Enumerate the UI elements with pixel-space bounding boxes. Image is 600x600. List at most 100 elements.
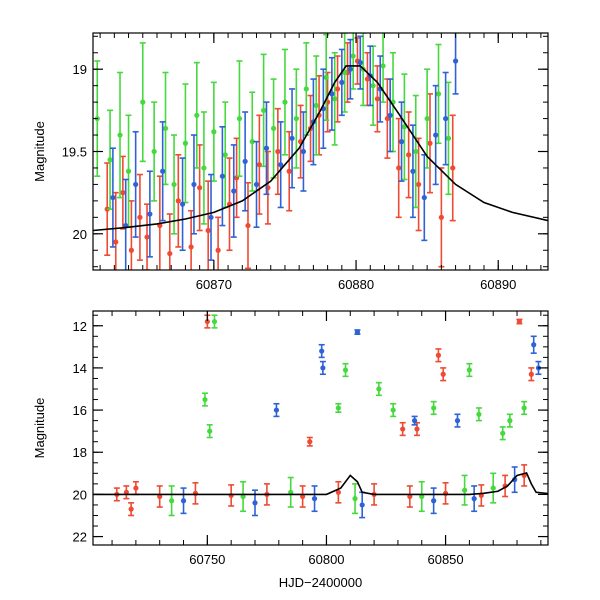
data-point bbox=[332, 96, 338, 102]
data-point bbox=[387, 112, 393, 118]
data-point bbox=[140, 99, 146, 105]
data-point bbox=[117, 132, 123, 138]
data-point bbox=[427, 140, 433, 146]
y-tick-label: 16 bbox=[73, 403, 87, 418]
data-point bbox=[307, 439, 313, 445]
data-point bbox=[521, 405, 527, 411]
data-point bbox=[421, 194, 427, 201]
data-point bbox=[424, 115, 430, 122]
data-point bbox=[197, 185, 203, 191]
data-point bbox=[410, 168, 416, 174]
data-point bbox=[282, 99, 288, 105]
data-point bbox=[110, 194, 116, 201]
y-tick-label: 20 bbox=[73, 487, 87, 502]
data-point bbox=[252, 500, 258, 506]
data-point bbox=[462, 487, 468, 493]
data-point bbox=[300, 148, 307, 155]
data-point bbox=[182, 140, 189, 146]
x-axis-title: HJD−2400000 bbox=[279, 575, 362, 590]
data-point bbox=[180, 498, 187, 504]
data-point bbox=[411, 418, 418, 424]
data-point bbox=[490, 485, 496, 491]
data-point bbox=[201, 165, 207, 171]
model-curve bbox=[93, 65, 548, 232]
data-point bbox=[175, 198, 181, 204]
data-point bbox=[354, 329, 361, 335]
data-point bbox=[431, 405, 437, 411]
data-point bbox=[300, 493, 306, 500]
data-point bbox=[133, 181, 139, 188]
data-point bbox=[431, 498, 437, 504]
data-point bbox=[207, 428, 213, 434]
x-tick-label: 60870 bbox=[196, 277, 232, 292]
data-point bbox=[443, 115, 449, 122]
x-tick-label: 60880 bbox=[338, 277, 374, 292]
data-point bbox=[128, 247, 134, 253]
data-point bbox=[249, 139, 255, 145]
data-point bbox=[263, 145, 270, 151]
data-point bbox=[516, 318, 523, 325]
data-point bbox=[471, 496, 477, 502]
plot-area bbox=[93, 314, 548, 519]
data-point bbox=[335, 489, 341, 495]
data-point bbox=[342, 367, 349, 373]
data-point bbox=[419, 493, 425, 500]
data-point bbox=[128, 506, 134, 512]
x-tick-label: 60850 bbox=[427, 552, 463, 567]
x-tick-label: 60890 bbox=[480, 277, 516, 292]
y-tick-label: 18 bbox=[73, 445, 87, 460]
data-point bbox=[350, 53, 356, 59]
data-point bbox=[240, 493, 246, 500]
data-point bbox=[231, 188, 237, 194]
data-point bbox=[357, 60, 363, 66]
data-point bbox=[286, 168, 292, 174]
data-point bbox=[179, 201, 186, 207]
plot-area bbox=[93, 33, 548, 270]
data-point bbox=[204, 318, 210, 325]
data-point bbox=[278, 162, 284, 168]
series-1 bbox=[168, 314, 528, 517]
data-point bbox=[435, 352, 442, 358]
data-point bbox=[151, 148, 157, 155]
y-axis-title: Magnitude bbox=[32, 398, 47, 459]
data-point bbox=[319, 348, 325, 354]
data-point bbox=[414, 426, 420, 432]
data-point bbox=[191, 181, 197, 188]
data-point bbox=[374, 96, 380, 102]
data-point bbox=[334, 86, 341, 92]
data-point bbox=[329, 91, 335, 97]
data-point bbox=[171, 181, 177, 188]
data-point bbox=[211, 318, 218, 325]
data-point bbox=[352, 496, 358, 502]
series-1 bbox=[94, 33, 452, 235]
data-point bbox=[380, 63, 386, 69]
x-tick-label: 60750 bbox=[189, 552, 225, 567]
data-point bbox=[120, 190, 126, 196]
data-point bbox=[466, 367, 472, 373]
data-point bbox=[169, 498, 175, 504]
data-point bbox=[188, 244, 194, 250]
data-point bbox=[275, 148, 281, 155]
data-point bbox=[531, 342, 537, 348]
data-point bbox=[211, 129, 217, 135]
data-point bbox=[376, 386, 382, 392]
data-point bbox=[137, 214, 143, 220]
data-point bbox=[245, 222, 251, 229]
data-point bbox=[335, 405, 341, 411]
data-point bbox=[370, 83, 376, 89]
y-axis-title: Magnitude bbox=[32, 121, 47, 182]
data-point bbox=[406, 152, 412, 158]
data-point bbox=[476, 411, 482, 417]
data-point bbox=[288, 489, 294, 495]
model-curve bbox=[93, 471, 548, 496]
data-point bbox=[162, 125, 169, 132]
data-point bbox=[253, 181, 260, 188]
data-point bbox=[157, 493, 163, 500]
data-point bbox=[311, 496, 318, 502]
data-point bbox=[359, 502, 365, 508]
data-point bbox=[450, 165, 456, 171]
data-point bbox=[219, 173, 225, 179]
data-point bbox=[123, 489, 129, 495]
data-point bbox=[407, 493, 413, 500]
